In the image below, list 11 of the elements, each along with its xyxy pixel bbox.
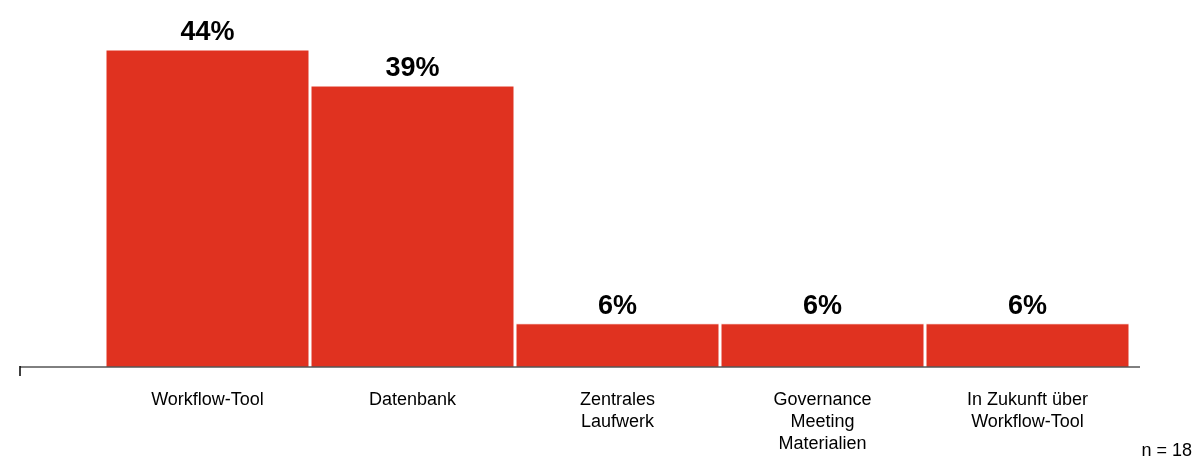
data-label: 6% [597,289,638,320]
x-tick-label: Zentrales Laufwerk [579,389,656,431]
data-label: 44% [180,16,235,46]
data-label: 6% [1007,289,1048,320]
x-tick-label: Workflow-Tool [151,389,264,409]
data-label: 6% [802,289,843,320]
x-tick-label: In Zukunft über Workflow-Tool [966,389,1089,431]
x-tick-label: Governance Meeting Materialien [773,389,872,453]
x-tick-label: Datenbank [368,389,458,409]
text: n = 18 [1141,440,1192,461]
data-label: 39% [385,52,440,83]
